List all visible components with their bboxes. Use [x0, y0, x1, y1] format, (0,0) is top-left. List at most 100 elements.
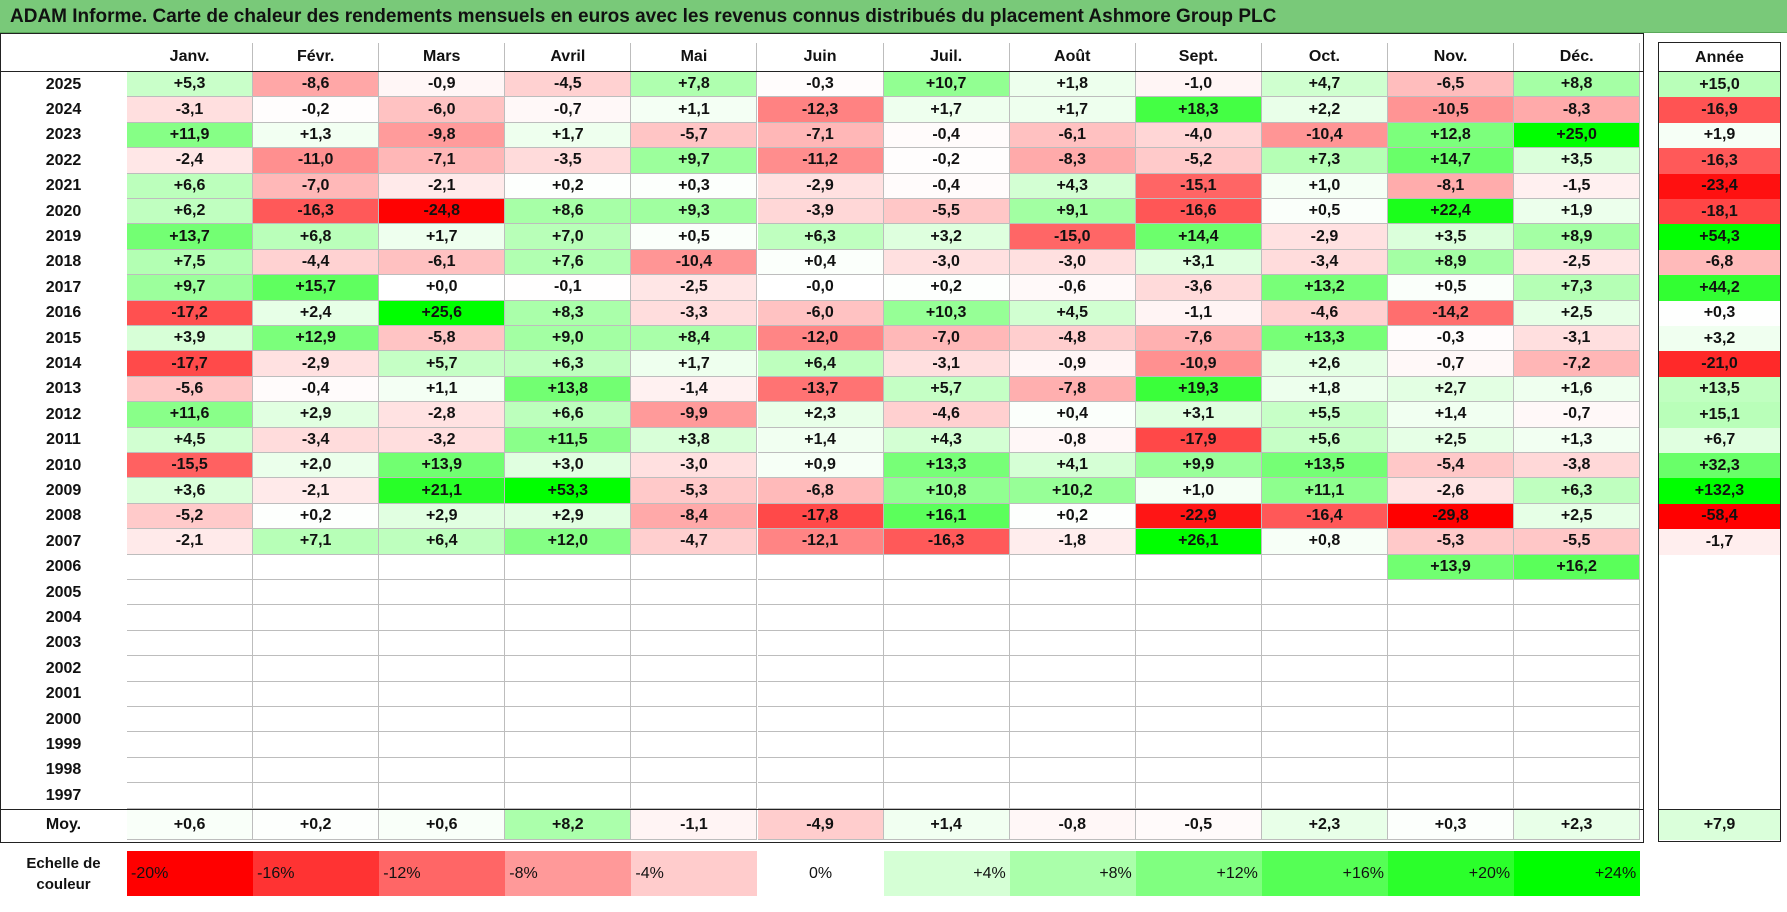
heatmap-cell: +1,3	[253, 122, 380, 149]
heatmap-cell: -0,4	[883, 173, 1010, 199]
heatmap-cell	[1261, 630, 1388, 657]
heatmap-cell: -4,7	[631, 529, 758, 555]
heatmap-cell: +1,0	[1261, 173, 1388, 199]
heatmap-cell	[1261, 554, 1388, 580]
month-header: Févr.	[253, 43, 380, 72]
heatmap-cell: +7,3	[1514, 275, 1641, 301]
heatmap-cell	[127, 630, 254, 657]
year-label: 2014	[45, 355, 82, 373]
heatmap-cell: +0,4	[757, 249, 884, 276]
heatmap-cell: -0,6	[1009, 275, 1136, 301]
heatmap-cell: -1,8	[1009, 529, 1136, 555]
average-divider	[0, 809, 1644, 810]
heatmap-cell: +4,5	[1009, 300, 1136, 326]
heatmap-cell	[1514, 732, 1641, 758]
heatmap-cell	[1135, 757, 1262, 784]
heatmap-cell: +7,5	[127, 249, 254, 276]
annual-average-divider	[1658, 809, 1781, 810]
heatmap-cell: -12,3	[757, 97, 884, 123]
heatmap-cell: +10,8	[883, 478, 1010, 504]
heatmap-cell: -2,6	[1388, 478, 1515, 504]
heatmap-cell	[1261, 656, 1388, 682]
heatmap-cell: -12,0	[757, 326, 884, 352]
annual-cell: +44,2	[1659, 275, 1780, 301]
heatmap-cell	[127, 605, 254, 631]
heatmap-cell	[505, 630, 632, 657]
heatmap-cell	[1009, 605, 1136, 631]
heatmap-cell	[631, 732, 758, 758]
heatmap-cell: -2,9	[253, 351, 380, 377]
annual-cell	[1659, 707, 1780, 733]
heatmap-cell: +1,8	[1009, 72, 1136, 98]
heatmap-cell: +25,0	[1514, 122, 1641, 149]
heatmap-cell	[1514, 580, 1641, 606]
average-cell: +0,6	[379, 810, 506, 840]
heatmap-cell: +9,1	[1009, 199, 1136, 225]
heatmap-cell: -5,5	[883, 199, 1010, 225]
annual-cell: -6,8	[1659, 249, 1780, 276]
month-header: Janv.	[127, 43, 254, 72]
heatmap-cell: -1,4	[631, 376, 758, 403]
heatmap-cell: +14,7	[1388, 148, 1515, 174]
heatmap-cell	[127, 757, 254, 784]
annual-header: Année	[1659, 43, 1780, 72]
heatmap-cell: +2,9	[253, 402, 380, 428]
heatmap-cell: +4,3	[1009, 173, 1136, 199]
heatmap-cell: -3,5	[505, 148, 632, 174]
annual-cell: -21,0	[1659, 351, 1780, 377]
year-label: 2008	[45, 507, 82, 525]
year-label: 2007	[45, 532, 82, 550]
heatmap-cell	[1388, 630, 1515, 657]
heatmap-cell	[757, 580, 884, 606]
heatmap-cell	[127, 656, 254, 682]
heatmap-cell	[1261, 580, 1388, 606]
heatmap-cell	[505, 656, 632, 682]
month-header: Mai	[631, 43, 758, 72]
heatmap-cell: +2,9	[505, 503, 632, 530]
heatmap-cell: +3,6	[127, 478, 254, 504]
heatmap-cell: -0,7	[505, 97, 632, 123]
annual-cell	[1659, 605, 1780, 631]
year-label: 2020	[45, 202, 82, 220]
month-header: Nov.	[1388, 43, 1515, 72]
heatmap-cell: -1,5	[1514, 173, 1641, 199]
heatmap-cell: +0,0	[379, 275, 506, 301]
heatmap-cell	[379, 554, 506, 580]
heatmap-cell: -4,0	[1135, 122, 1262, 149]
heatmap-cell	[253, 732, 380, 758]
heatmap-cell: +7,0	[505, 224, 632, 250]
heatmap-cell: -4,8	[1009, 326, 1136, 352]
heatmap-cell: +10,2	[1009, 478, 1136, 504]
average-cell: -1,1	[631, 810, 758, 840]
heatmap-cell	[1514, 656, 1641, 682]
heatmap-cell: +6,4	[379, 529, 506, 555]
heatmap-cell: -2,8	[379, 402, 506, 428]
heatmap-cell: +13,3	[883, 453, 1010, 479]
heatmap-cell: +3,9	[127, 326, 254, 352]
heatmap-cell: -0,7	[1388, 351, 1515, 377]
heatmap-cell	[1009, 554, 1136, 580]
heatmap-cell	[253, 630, 380, 657]
heatmap-cell: -0,3	[1388, 326, 1515, 352]
year-label: 2016	[45, 304, 82, 322]
heatmap-cell: +3,5	[1388, 224, 1515, 250]
heatmap-cell	[1388, 707, 1515, 733]
heatmap-cell: +0,2	[505, 173, 632, 199]
heatmap-cell	[883, 707, 1010, 733]
heatmap-cell: +0,9	[757, 453, 884, 479]
heatmap-cell	[631, 580, 758, 606]
heatmap-cell: -3,4	[1261, 249, 1388, 276]
heatmap-cell: -8,6	[253, 72, 380, 98]
year-label: 2015	[45, 329, 82, 347]
average-cell: +0,3	[1388, 810, 1515, 840]
heatmap-cell	[1135, 656, 1262, 682]
heatmap-cell: +7,3	[1261, 148, 1388, 174]
heatmap-cell: +16,1	[883, 503, 1010, 530]
heatmap-cell: +5,7	[883, 376, 1010, 403]
heatmap-cell	[379, 630, 506, 657]
heatmap-cell: -15,0	[1009, 224, 1136, 250]
scale-step: -8%	[505, 851, 632, 896]
year-label: 2011	[46, 431, 81, 449]
heatmap-cell	[1388, 757, 1515, 784]
heatmap-cell: +10,3	[883, 300, 1010, 326]
